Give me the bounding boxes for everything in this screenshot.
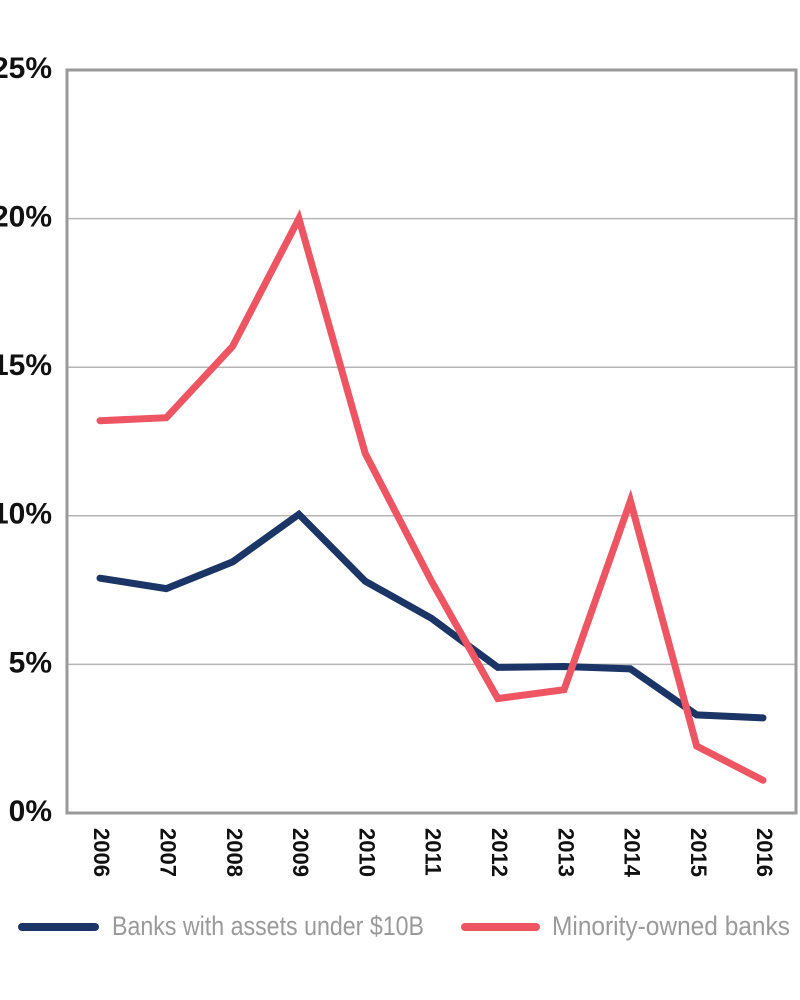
x-tick-label: 2013 — [553, 828, 578, 877]
data-point — [230, 559, 235, 564]
legend: Banks with assets under $10B Minority-own… — [18, 911, 790, 941]
x-tick-label: 2016 — [752, 828, 777, 877]
x-tick-label: 2009 — [288, 828, 313, 877]
data-point — [628, 666, 633, 671]
y-tick-label: 20% — [0, 201, 52, 234]
series-lines — [96, 209, 767, 784]
data-point — [761, 715, 765, 720]
data-point — [296, 512, 301, 517]
data-point — [495, 696, 500, 701]
legend-label: Minority-owned banks — [552, 911, 790, 941]
data-point — [98, 418, 102, 423]
data-point — [562, 664, 567, 669]
data-point — [98, 576, 102, 581]
data-point — [429, 579, 434, 584]
x-axis-ticks: 2006 2007 2008 2009 2010 2011 2012 2013 2014 2015… — [89, 828, 777, 878]
data-point — [230, 344, 235, 349]
x-tick-label: 2012 — [487, 828, 512, 877]
y-tick-label: 10% — [0, 498, 52, 531]
y-tick-label: 15% — [0, 349, 52, 382]
data-point — [429, 616, 434, 621]
legend-item: Minority-owned banks — [461, 911, 790, 941]
x-tick-label: 2007 — [155, 828, 180, 877]
y-tick-label: 5% — [9, 646, 52, 679]
data-point — [495, 665, 500, 670]
x-tick-label: 2015 — [686, 828, 711, 877]
y-tick-label: 25% — [0, 52, 52, 85]
data-point — [562, 687, 567, 692]
data-point — [694, 744, 699, 749]
x-tick-label: 2006 — [89, 828, 114, 877]
legend-item: Banks with assets under $10B — [18, 911, 424, 941]
gridlines — [67, 217, 796, 666]
x-tick-label: 2010 — [354, 828, 379, 877]
data-point — [363, 579, 368, 584]
y-axis-ticks: 0% 5% 10% 15% 20% 25% — [0, 52, 52, 828]
data-point — [628, 498, 633, 503]
data-point — [164, 586, 169, 591]
x-tick-label: 2011 — [421, 828, 446, 876]
y-tick-label: 0% — [9, 795, 52, 828]
x-tick-label: 2014 — [620, 828, 645, 878]
data-point — [296, 216, 301, 221]
x-tick-label: 2008 — [222, 828, 247, 877]
data-point — [363, 451, 368, 456]
data-point — [694, 712, 699, 717]
data-point — [761, 778, 765, 783]
data-point — [164, 415, 169, 420]
plot-frame — [65, 68, 798, 815]
legend-label: Banks with assets under $10B — [112, 911, 424, 941]
